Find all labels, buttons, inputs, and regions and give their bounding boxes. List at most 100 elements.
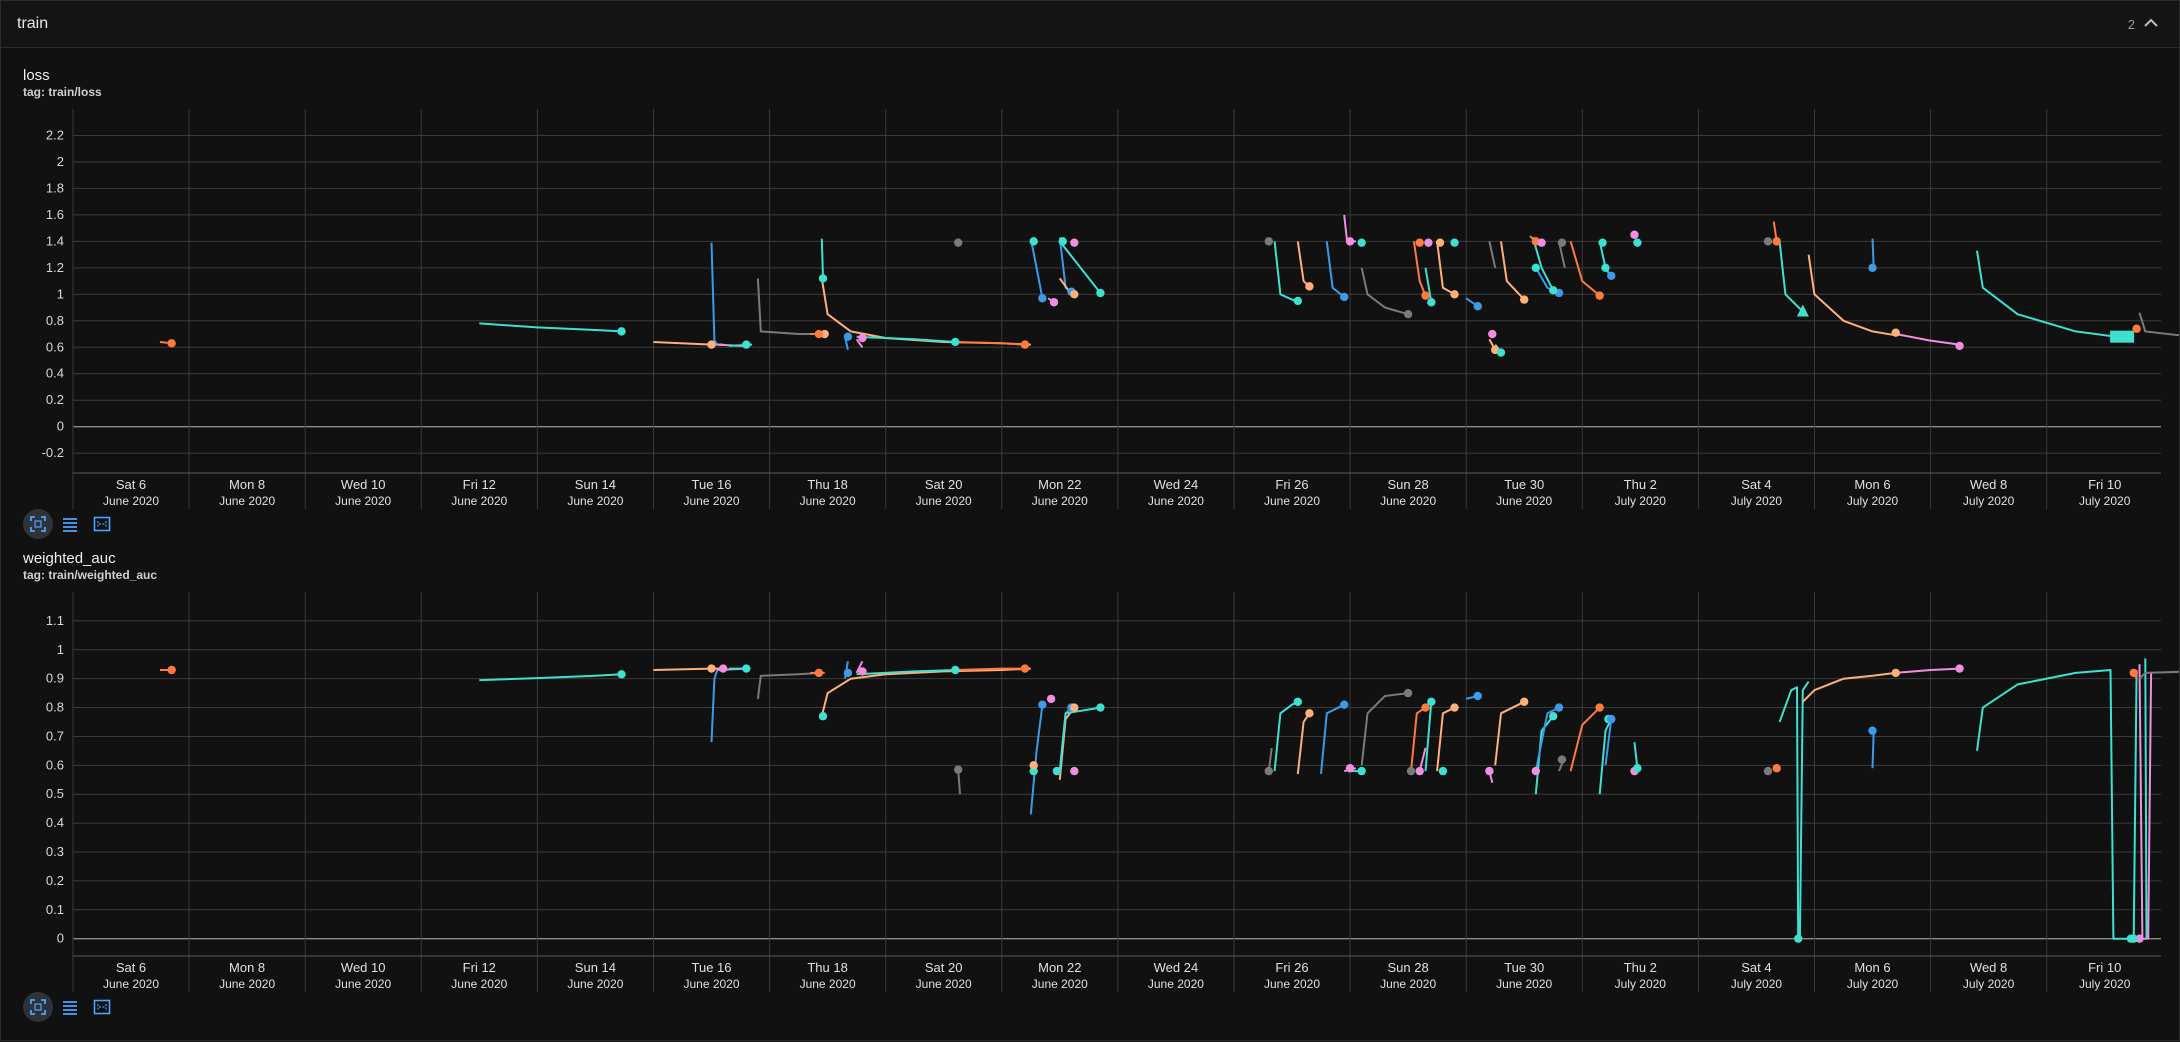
series-marker — [1038, 700, 1047, 709]
chevron-up-icon[interactable] — [2141, 13, 2161, 33]
weighted-auc-chart[interactable]: 1.1 1 0.9 0.8 0.7 0.6 0.5 0.4 0.3 0.2 0.1 0 Sat 6 Jun… — [1, 1, 2179, 1001]
x-tick-month: June 2020 — [1148, 977, 1204, 991]
series-marker — [1038, 294, 1047, 303]
series-marker — [1421, 703, 1430, 712]
zoom-selection-icon[interactable] — [87, 992, 117, 1022]
series-line — [1778, 241, 1804, 313]
y-tick-label: 0.6 — [46, 757, 64, 772]
marker-group — [167, 230, 2141, 357]
group-title: train — [17, 15, 49, 32]
y-tick-label: 0.6 — [46, 339, 64, 354]
series-marker — [1473, 302, 1482, 311]
marker-group — [167, 664, 2144, 943]
series-line — [856, 669, 956, 676]
series-marker — [1450, 238, 1459, 247]
series-line — [1895, 667, 1960, 674]
series-marker — [1485, 766, 1494, 776]
series-marker — [1415, 238, 1424, 247]
y-tick-label: 1 — [57, 642, 64, 657]
series-line — [479, 673, 622, 682]
x-tick-day: Sat 6 — [116, 477, 146, 492]
x-tick-month: June 2020 — [1380, 977, 1436, 991]
y-tick-label: 0 — [57, 931, 64, 946]
x-tick-day: Fri 10 — [2088, 477, 2121, 492]
series-marker — [1633, 764, 1642, 773]
loss-chart[interactable]: 2.2 2 1.8 1.6 1.4 1.2 1 0.8 0.6 0.4 0.2 0 -0.2 Sat 6 J… — [1, 1, 2179, 521]
series-marker — [1029, 237, 1038, 246]
series-line — [1436, 241, 1455, 296]
series-marker — [1070, 238, 1079, 247]
series-marker — [1595, 703, 1604, 712]
series-marker — [1868, 726, 1877, 735]
series-marker — [1633, 238, 1642, 247]
series-line — [1436, 706, 1455, 772]
series-line — [1059, 240, 1102, 294]
series-marker — [1264, 766, 1273, 776]
x-tick-day: Thu 18 — [807, 477, 847, 492]
series-marker — [1630, 230, 1639, 239]
y-tick-label: 1.1 — [46, 613, 64, 628]
series-marker — [1473, 691, 1482, 701]
series-marker — [167, 665, 176, 675]
chart-tag: tag: train/loss — [23, 85, 102, 99]
series-marker — [1096, 288, 1105, 298]
series-marker — [1549, 712, 1558, 721]
series-line — [1976, 669, 2138, 940]
x-tick-day: Sat 20 — [925, 960, 963, 975]
y-tick-label: 0.8 — [46, 700, 64, 715]
series-line — [856, 335, 956, 343]
x-tick-month: July 2020 — [1615, 494, 1667, 508]
series-marker — [814, 668, 824, 678]
x-tick-day: Wed 8 — [1970, 477, 2007, 492]
series-line — [1569, 241, 1601, 297]
x-tick-month: June 2020 — [103, 494, 159, 508]
series-marker — [1424, 238, 1433, 247]
x-tick-day: Mon 8 — [229, 477, 265, 492]
series-line — [2138, 312, 2179, 337]
x-tick-month: June 2020 — [1032, 494, 1088, 508]
series-marker — [2132, 324, 2141, 333]
series-line — [1871, 730, 1875, 769]
x-tick-month: June 2020 — [683, 977, 739, 991]
y-tick-label: 0.2 — [46, 392, 64, 407]
series-line — [955, 341, 1026, 346]
series-marker — [1049, 298, 1059, 307]
x-tick-month: June 2020 — [567, 977, 623, 991]
series-marker — [1450, 703, 1459, 712]
y-tick-label: 0.8 — [46, 313, 64, 328]
series-line — [1534, 706, 1560, 772]
x-tick-day: Mon 8 — [229, 960, 265, 975]
series-marker — [1340, 700, 1349, 709]
zoom-selection-icon[interactable] — [87, 509, 117, 539]
series-marker — [858, 667, 867, 676]
series-marker — [1955, 341, 1964, 351]
fit-to-domain-icon[interactable] — [23, 992, 53, 1022]
series-marker — [707, 340, 716, 349]
series-line — [855, 338, 864, 348]
x-tick-day: Mon 6 — [1854, 477, 1890, 492]
series-line — [1058, 706, 1101, 772]
series-line — [1633, 742, 1639, 769]
series-marker — [1340, 292, 1349, 302]
series-group — [160, 658, 2179, 940]
series-marker — [1531, 766, 1541, 776]
x-tick-day: Mon 6 — [1854, 960, 1890, 975]
x-tick-day: Fri 26 — [1275, 960, 1308, 975]
series-marker — [1403, 688, 1413, 698]
series-marker — [1554, 703, 1564, 712]
series-marker — [617, 327, 626, 336]
series-line — [1494, 700, 1525, 766]
fit-to-domain-icon[interactable] — [23, 509, 53, 539]
y-tick-label: 2.2 — [46, 127, 64, 142]
series-line — [1604, 718, 1613, 766]
x-tick-month: June 2020 — [683, 494, 739, 508]
x-tick-day: Sun 14 — [575, 477, 616, 492]
x-tick-month: June 2020 — [1264, 977, 1320, 991]
x-tick-month: June 2020 — [1496, 494, 1552, 508]
series-marker — [1052, 766, 1062, 776]
card-header[interactable]: train 2 — [1, 1, 2179, 48]
toggle-y-log-icon[interactable] — [55, 992, 85, 1022]
series-marker — [167, 339, 176, 348]
toggle-y-log-icon[interactable] — [55, 509, 85, 539]
series-line — [1325, 241, 1345, 298]
